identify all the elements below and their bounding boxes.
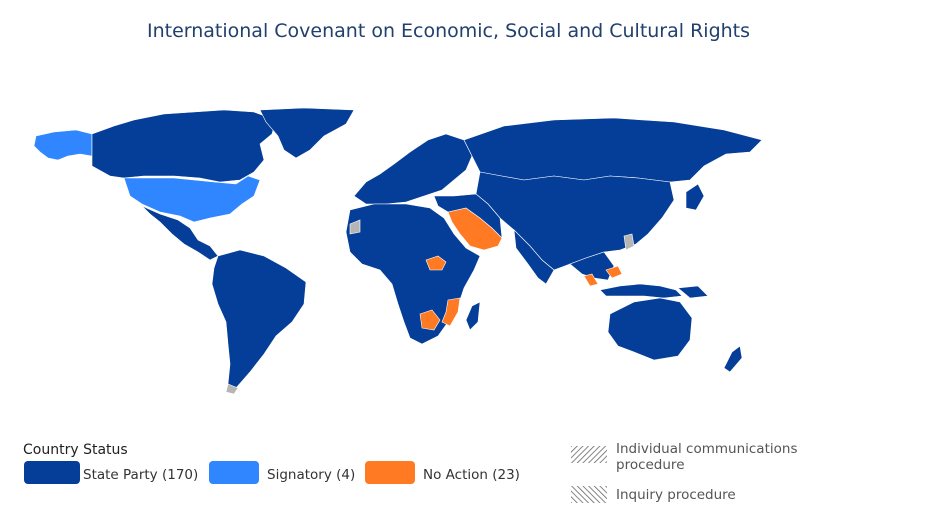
- region-mexico[interactable]: [141, 205, 219, 261]
- region-greenland[interactable]: [259, 107, 355, 159]
- inquiry-procedure-label: Inquiry procedure: [616, 487, 736, 503]
- region-papua[interactable]: [677, 285, 709, 299]
- individual-communications-label: Individual communications procedure: [616, 441, 797, 473]
- region-antarctic-islands[interactable]: [225, 383, 239, 395]
- legend-label-no-action: No Action (23): [423, 467, 520, 483]
- individual-communications-hatch-icon[interactable]: [571, 446, 607, 463]
- region-usa[interactable]: [123, 175, 261, 223]
- legend-label-state-party: State Party (170): [83, 467, 199, 483]
- world-map-svg: [33, 107, 763, 395]
- region-western-sahara[interactable]: [349, 219, 361, 235]
- legend-swatch-state-party[interactable]: [24, 461, 80, 484]
- region-alaska[interactable]: [33, 129, 93, 161]
- region-russia[interactable]: [463, 117, 763, 183]
- individual-communications-line2: procedure: [616, 457, 685, 473]
- region-south-america[interactable]: [211, 249, 307, 389]
- region-mozambique[interactable]: [441, 297, 461, 327]
- region-south-sudan[interactable]: [425, 255, 447, 271]
- region-malaysia[interactable]: [583, 265, 623, 287]
- region-middle-east[interactable]: [433, 193, 503, 239]
- region-asia[interactable]: [475, 171, 675, 271]
- legend-swatch-no-action[interactable]: [365, 461, 415, 484]
- world-map[interactable]: [14, 100, 844, 400]
- inquiry-procedure-hatch-icon[interactable]: [571, 486, 607, 503]
- legend-swatch-signatory[interactable]: [209, 461, 259, 484]
- legend-heading: Country Status: [23, 442, 128, 458]
- individual-communications-line1: Individual communications: [616, 441, 798, 457]
- region-india[interactable]: [513, 229, 555, 285]
- region-japan[interactable]: [685, 183, 705, 211]
- region-canada[interactable]: [91, 109, 277, 183]
- region-madagascar[interactable]: [465, 301, 481, 331]
- region-indonesia[interactable]: [599, 283, 683, 299]
- region-new-zealand[interactable]: [723, 345, 743, 373]
- map-title: International Covenant on Economic, Soci…: [146, 20, 751, 42]
- region-philippines[interactable]: [623, 233, 635, 251]
- region-australia[interactable]: [607, 297, 693, 361]
- legend-label-signatory: Signatory (4): [267, 467, 356, 483]
- region-europe[interactable]: [353, 133, 473, 205]
- region-southern-africa-orange[interactable]: [419, 309, 441, 331]
